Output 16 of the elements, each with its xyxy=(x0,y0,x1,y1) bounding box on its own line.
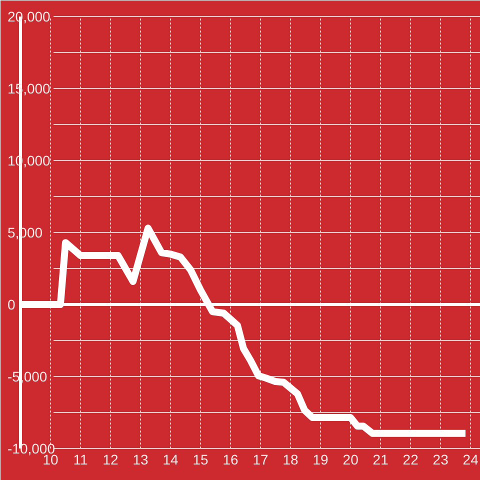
x-tick-label: 20 xyxy=(342,452,359,468)
x-tick-label: 19 xyxy=(312,452,329,468)
x-tick-label: 13 xyxy=(132,452,149,468)
x-tick-label: 22 xyxy=(402,452,419,468)
x-tick-label: 21 xyxy=(372,452,389,468)
x-tick-label: 16 xyxy=(222,452,239,468)
x-tick-label: 24 xyxy=(462,452,479,468)
x-tick-label: 18 xyxy=(282,452,299,468)
y-tick-label: 20,000 xyxy=(8,8,51,24)
y-tick-label: 0 xyxy=(8,296,16,312)
x-tick-label: 11 xyxy=(73,452,88,468)
x-tick-label: 23 xyxy=(432,452,449,468)
x-tick-label: 12 xyxy=(102,452,119,468)
x-tick-label: 17 xyxy=(252,452,269,468)
x-tick-label: 15 xyxy=(192,452,209,468)
x-tick-label: 14 xyxy=(162,452,179,468)
